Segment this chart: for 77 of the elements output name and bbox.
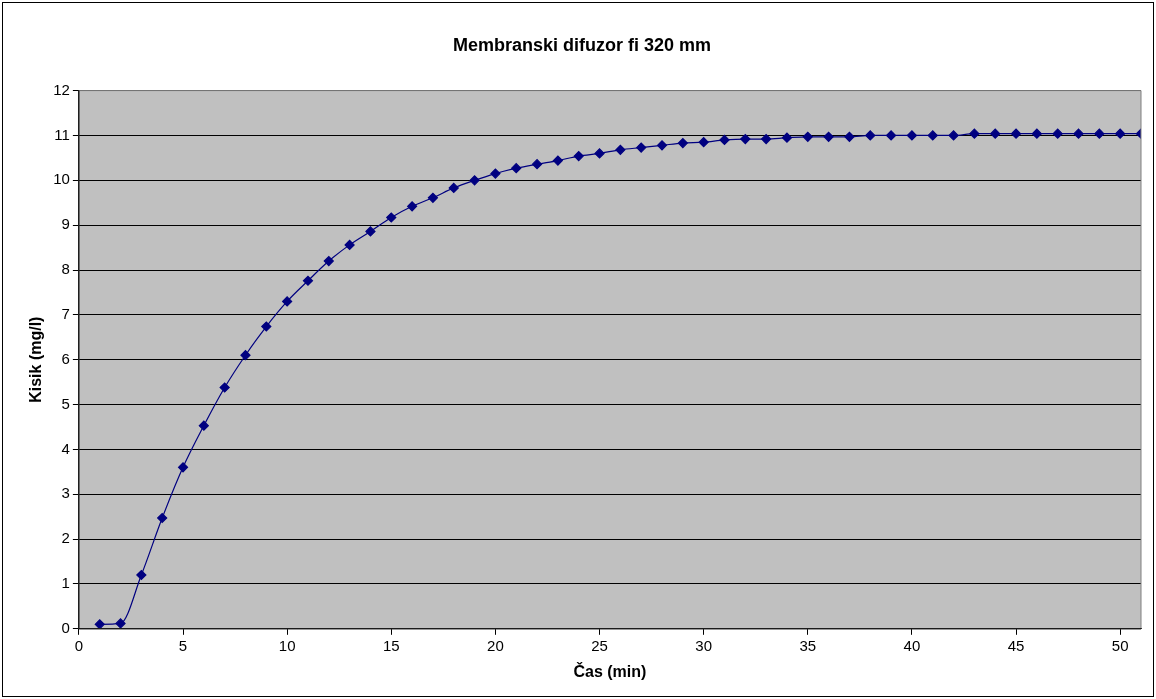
point <box>511 163 522 174</box>
point <box>1010 128 1022 139</box>
y-tick-label: 7 <box>61 304 70 322</box>
x-tick-label: 25 <box>591 636 608 654</box>
point <box>386 212 397 223</box>
x-tick-label: 35 <box>799 636 817 654</box>
point <box>969 128 980 139</box>
y-tick-label: 1 <box>61 574 70 592</box>
x-axis-title: Čas (min) <box>573 661 647 680</box>
y-tick-label: 4 <box>61 439 70 457</box>
point <box>365 226 376 237</box>
point <box>636 142 647 153</box>
point <box>157 512 168 524</box>
point <box>136 569 147 581</box>
x-tick-label: 50 <box>1111 636 1129 654</box>
point <box>344 239 355 250</box>
point <box>261 321 272 332</box>
y-tick-label: 5 <box>61 394 70 412</box>
y-tick-label: 6 <box>61 349 70 367</box>
y-axis-title: Kisik (mg/l) <box>27 316 45 403</box>
chart-title: Membranski difuzor fi 320 mm <box>452 34 712 55</box>
x-tick-label: 0 <box>74 636 84 654</box>
point <box>761 133 772 145</box>
point <box>781 132 793 143</box>
point <box>282 296 293 307</box>
point <box>177 462 189 473</box>
point <box>1073 128 1084 139</box>
x-tick-label: 20 <box>487 636 504 654</box>
point <box>802 131 813 142</box>
point <box>531 159 543 170</box>
point <box>885 130 897 141</box>
point <box>823 131 834 142</box>
point <box>990 128 1001 139</box>
x-tick-label: 40 <box>903 636 921 654</box>
point <box>1094 128 1105 139</box>
x-tick-label: 45 <box>1007 636 1025 654</box>
point <box>948 130 959 141</box>
point <box>865 130 876 141</box>
point <box>677 137 688 149</box>
point <box>323 255 334 267</box>
point <box>552 155 563 166</box>
point <box>1031 128 1042 139</box>
point <box>490 168 501 179</box>
point <box>219 382 230 393</box>
y-tick-label: 2 <box>61 529 70 547</box>
point <box>427 192 439 203</box>
point <box>844 131 855 142</box>
y-tick-label: 0 <box>61 618 70 636</box>
point <box>740 133 751 145</box>
y-tick-label: 11 <box>54 125 70 143</box>
x-tick-label: 30 <box>695 636 712 654</box>
x-tick-label: 10 <box>278 636 296 654</box>
point <box>198 420 209 431</box>
point <box>594 148 605 159</box>
point <box>469 175 480 186</box>
y-tick-label: 3 <box>61 484 70 502</box>
point <box>1115 128 1126 139</box>
y-tick-label: 9 <box>61 215 70 233</box>
point <box>240 350 251 361</box>
point <box>719 134 730 146</box>
point <box>407 201 418 212</box>
y-tick-label: 8 <box>61 260 70 278</box>
point <box>615 144 626 155</box>
point <box>906 130 918 141</box>
x-tick-label: 5 <box>178 636 188 654</box>
point <box>573 150 584 162</box>
point <box>656 140 668 151</box>
point <box>448 182 459 194</box>
y-tick-label: 12 <box>53 80 70 98</box>
point <box>698 137 709 148</box>
point <box>927 130 938 141</box>
point <box>302 275 314 286</box>
point <box>1052 128 1063 139</box>
point <box>115 618 126 629</box>
y-tick-label: 10 <box>53 170 70 188</box>
point <box>94 619 105 629</box>
x-tick-label: 15 <box>382 636 400 654</box>
